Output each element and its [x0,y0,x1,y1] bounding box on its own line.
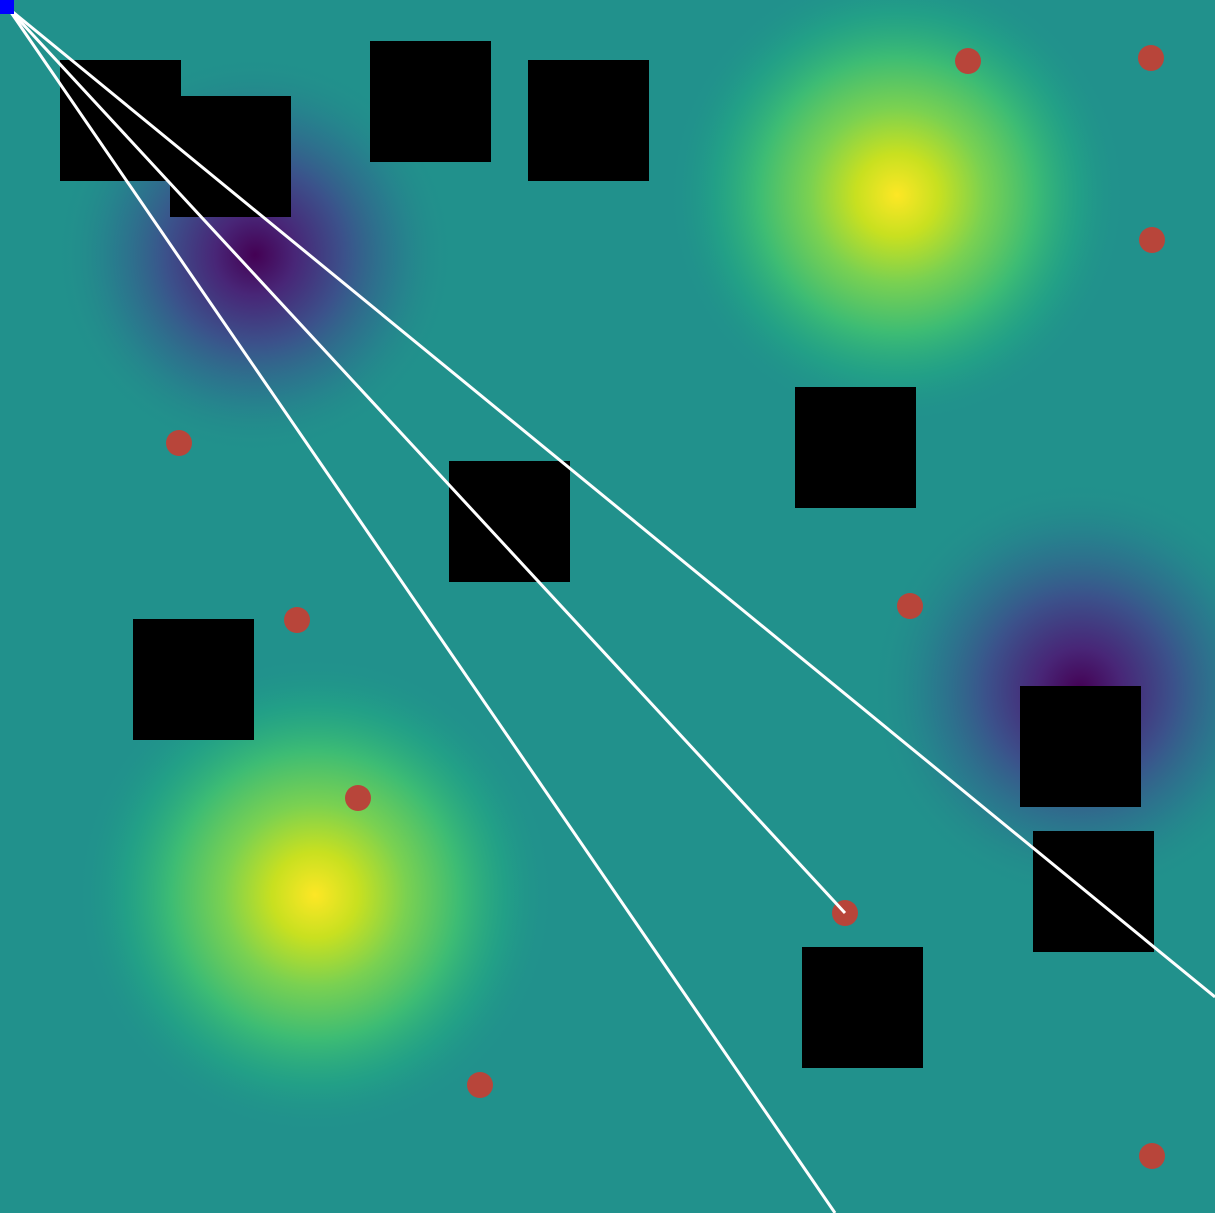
target [1139,1143,1165,1169]
field-peak [75,655,555,1135]
obstacle [370,41,491,162]
obstacles [60,41,1154,1068]
field-peak [667,0,1127,425]
target [467,1072,493,1098]
obstacle [60,60,181,181]
obstacle [449,461,570,582]
ray [6,6,847,915]
obstacle [802,947,923,1068]
targets [166,45,1165,1169]
obstacle [795,387,916,508]
target [1138,45,1164,71]
target [897,593,923,619]
obstacle [1020,686,1141,807]
agent [0,0,14,14]
rays [6,6,1215,1213]
ray [6,7,837,1213]
obstacle [133,619,254,740]
target [1139,227,1165,253]
ray [7,6,1215,999]
target [166,430,192,456]
target [284,607,310,633]
target [955,48,981,74]
obstacle [528,60,649,181]
target [345,785,371,811]
